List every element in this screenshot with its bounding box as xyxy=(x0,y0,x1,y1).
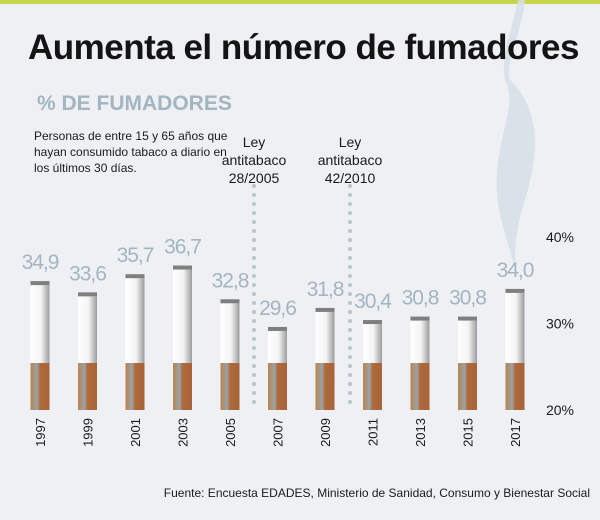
cigarette-filter xyxy=(30,363,50,410)
cigarette-ash-tip xyxy=(268,326,287,331)
cigarette-filter xyxy=(315,363,335,410)
cigarette-paper-bar xyxy=(125,278,145,363)
cigarette-filter xyxy=(410,363,430,410)
cigarette-filter xyxy=(173,363,192,410)
smoke-shape xyxy=(496,0,535,268)
annotation-law-2010: Ley antitabaco 42/2010 xyxy=(300,133,400,187)
data-label: 30,4 xyxy=(354,290,392,313)
cigarette-paper-bar xyxy=(363,324,382,363)
cigarette-ash-tip xyxy=(220,299,240,304)
cigarette-ash-tip xyxy=(315,307,335,312)
cigarette-paper-bar xyxy=(458,320,477,363)
x-tick-label: 2007 xyxy=(271,418,286,447)
cigarette-filter xyxy=(363,363,382,410)
cigarette-ash-tip xyxy=(363,320,382,325)
annotation-line: Ley xyxy=(242,134,266,150)
data-label: 36,7 xyxy=(164,236,201,259)
data-label: 33,6 xyxy=(69,262,106,285)
annotation-law-2005: Ley antitabaco 28/2005 xyxy=(204,133,304,187)
cigarette-paper-bar xyxy=(505,292,525,363)
y-tick-label: 30% xyxy=(546,316,574,332)
cigarette-filter xyxy=(458,363,477,410)
data-label: 34,0 xyxy=(497,259,534,282)
cigarette-filter xyxy=(78,363,97,410)
cigarette-paper-bar xyxy=(315,311,335,363)
source-note: Fuente: Encuesta EDADES, Ministerio de S… xyxy=(163,486,590,500)
cigarette-ash-tip xyxy=(505,288,525,293)
page-title: Aumenta el número de fumadores xyxy=(28,28,579,67)
x-tick-label: 2009 xyxy=(318,418,333,447)
cigarette-paper-bar xyxy=(173,269,192,363)
y-tick-label: 20% xyxy=(546,402,574,418)
cigarette-filter xyxy=(220,363,240,410)
chart-note: Personas de entre 15 y 65 años que hayan… xyxy=(34,129,228,175)
data-label: 34,9 xyxy=(22,251,59,274)
data-label: 31,8 xyxy=(307,278,344,301)
x-tick-label: 2015 xyxy=(461,418,476,447)
cigarette-paper-bar xyxy=(268,330,287,363)
y-tick-label: 40% xyxy=(546,229,574,245)
x-tick-label: 2003 xyxy=(176,418,191,447)
cigarette-paper-bar xyxy=(410,320,430,363)
annotation-line: antitabaco xyxy=(317,152,383,168)
cigarette-ash-tip xyxy=(173,265,192,270)
cigarette-ash-tip xyxy=(30,281,50,286)
annotation-line: antitabaco xyxy=(221,152,287,168)
chart-subtitle: % DE FUMADORES xyxy=(37,92,232,115)
cigarette-paper-bar xyxy=(30,285,50,363)
data-label: 32,8 xyxy=(212,269,249,292)
data-label: 30,8 xyxy=(449,287,486,310)
cigarette-filter xyxy=(505,363,525,410)
cigarette-ash-tip xyxy=(458,316,477,321)
cigarette-filter xyxy=(125,363,145,410)
x-tick-label: 2013 xyxy=(413,418,428,447)
annotation-line: Ley xyxy=(338,134,362,150)
x-tick-label: 2001 xyxy=(128,418,143,447)
x-tick-label: 2005 xyxy=(223,418,238,447)
cigarette-paper-bar xyxy=(220,303,240,363)
annotation-line: 42/2010 xyxy=(324,170,376,186)
data-label: 29,6 xyxy=(259,297,296,320)
data-label: 35,7 xyxy=(117,244,154,267)
annotation-line: 28/2005 xyxy=(228,170,280,186)
top-accent-bar xyxy=(0,0,600,4)
x-tick-label: 1997 xyxy=(33,418,48,447)
x-tick-label: 1999 xyxy=(81,418,96,447)
cigarette-ash-tip xyxy=(410,316,430,321)
x-tick-label: 2017 xyxy=(508,418,523,447)
cigarette-ash-tip xyxy=(125,274,145,279)
data-label: 30,8 xyxy=(402,287,439,310)
cigarette-filter xyxy=(268,363,287,410)
cigarette-ash-tip xyxy=(78,292,97,297)
x-tick-label: 2011 xyxy=(366,418,381,446)
cigarette-paper-bar xyxy=(78,296,97,363)
